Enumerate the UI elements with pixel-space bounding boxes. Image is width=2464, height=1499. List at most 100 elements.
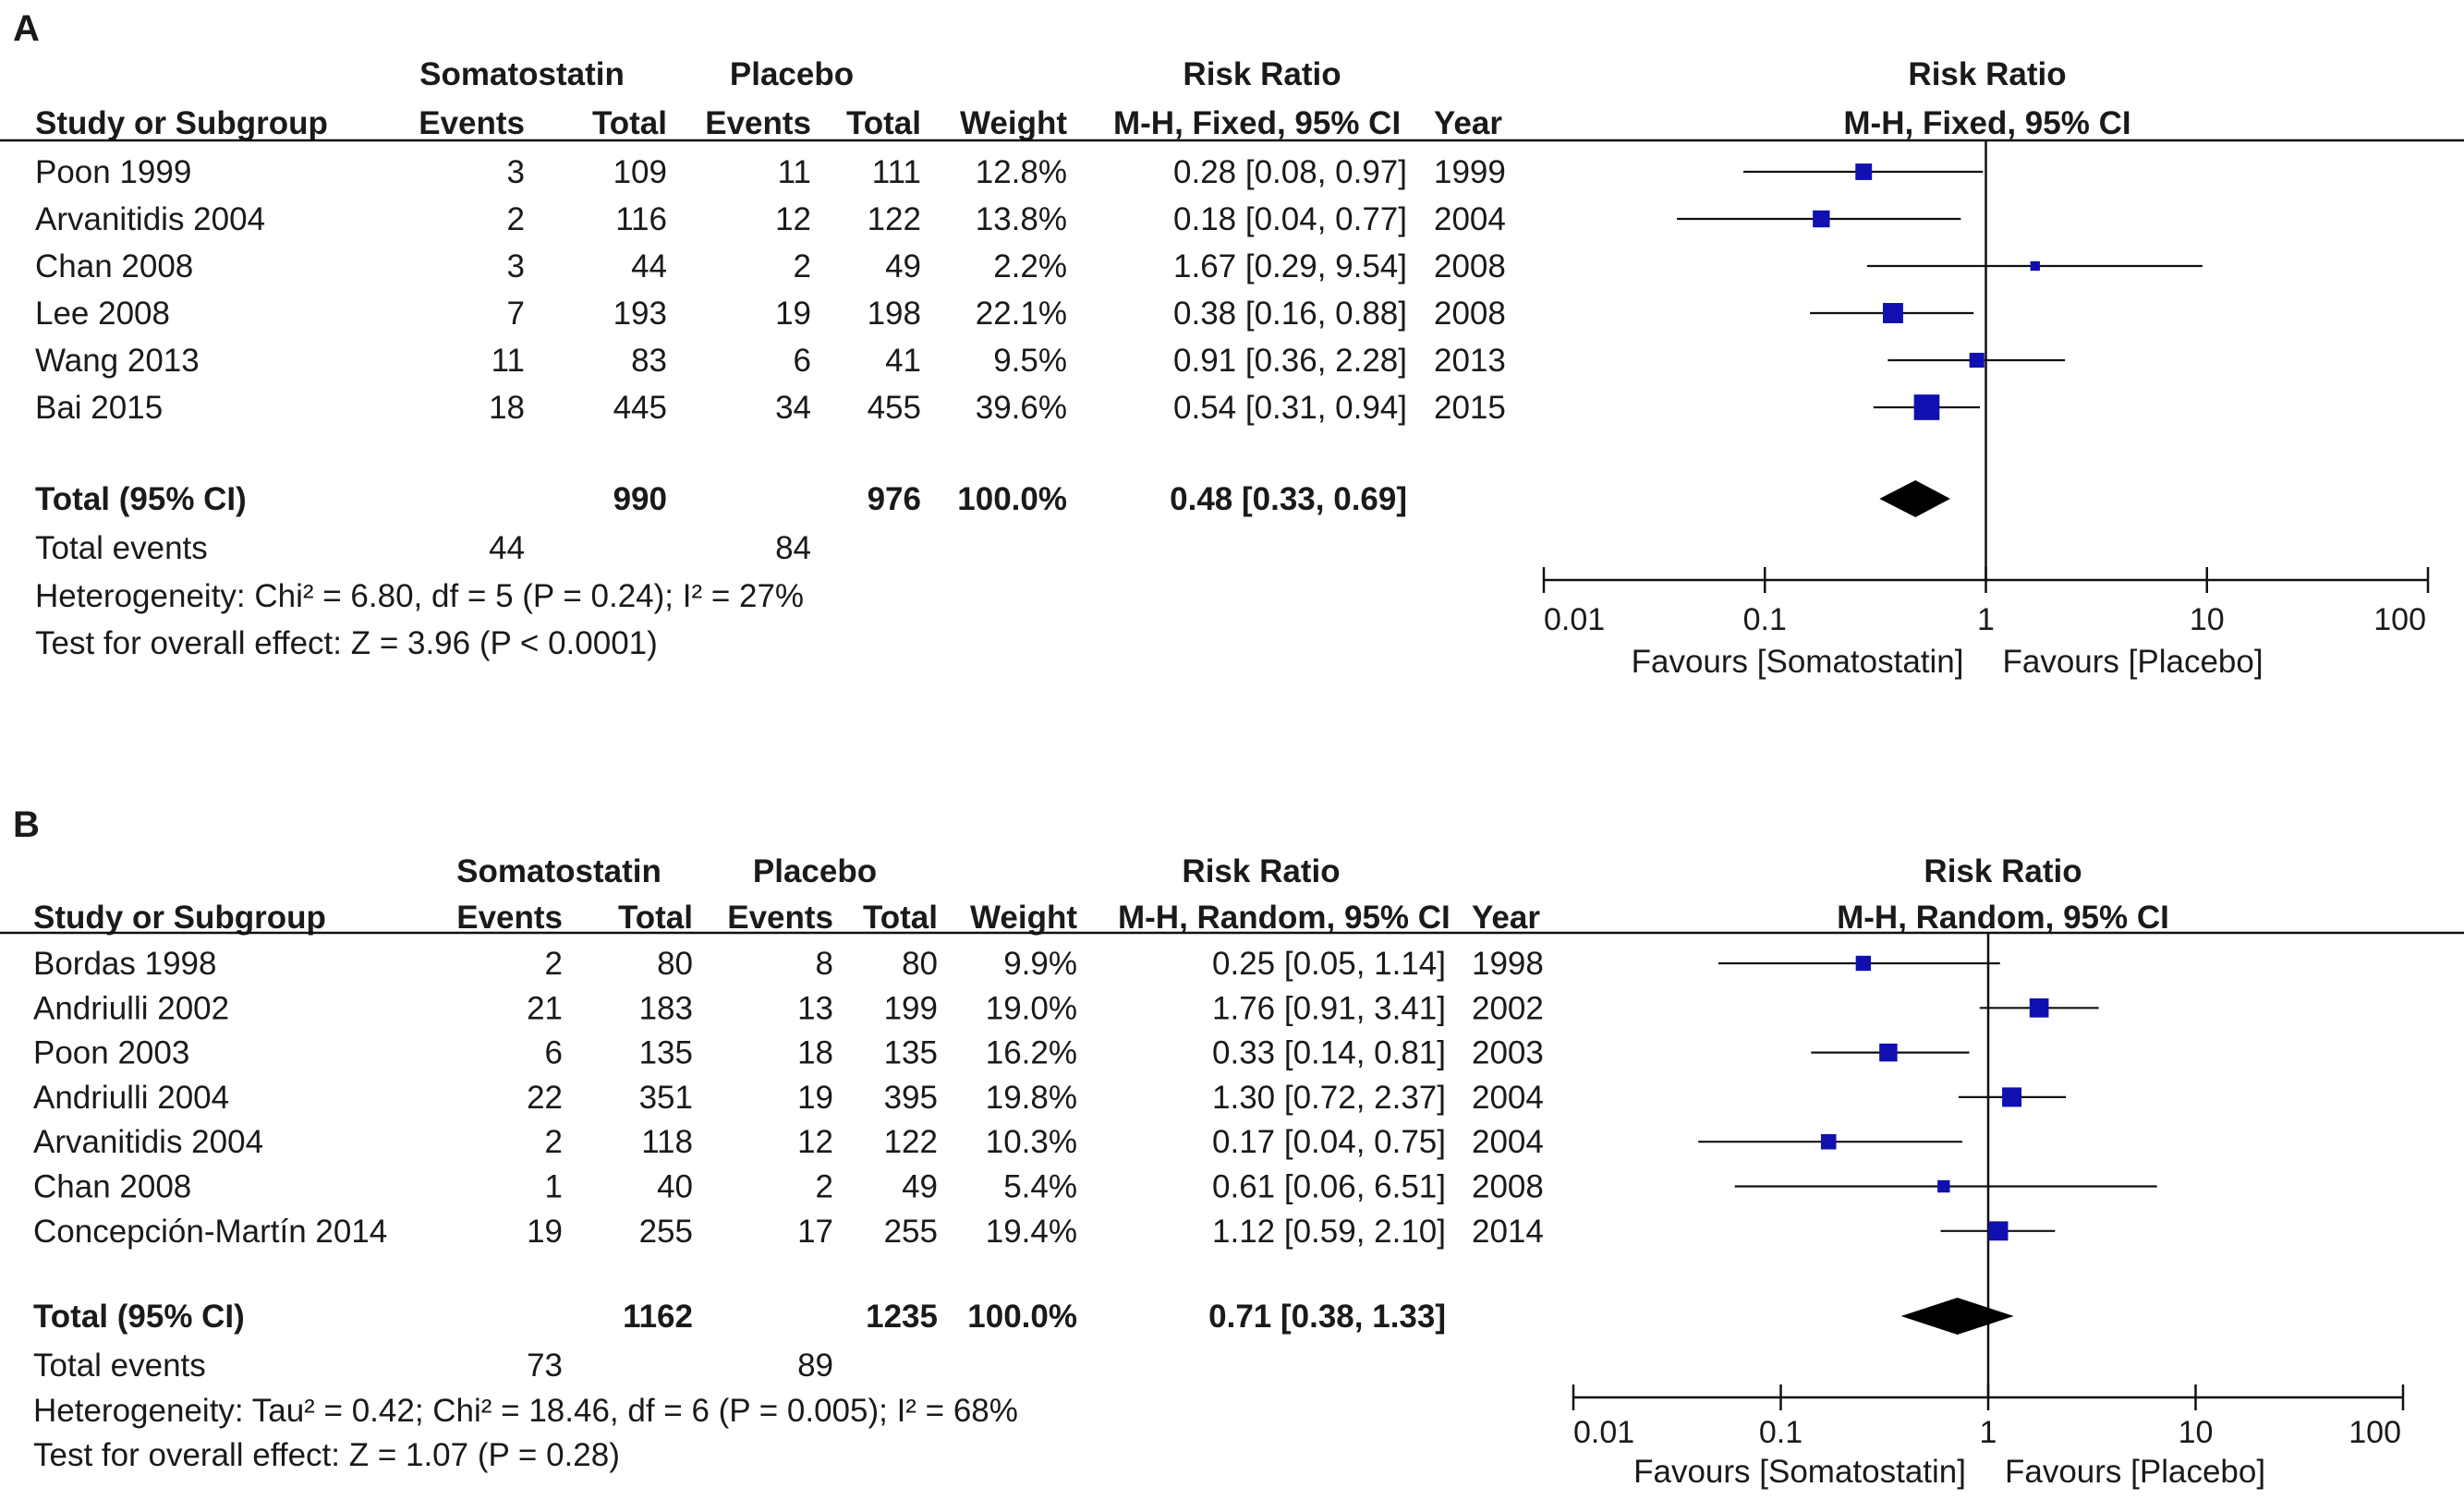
panel-b-row-3-study: Poon 2003 xyxy=(33,1035,189,1071)
panel-a-favours-right: Favours [Placebo] xyxy=(2003,644,2264,680)
panel-a-row-5-exp-total: 83 xyxy=(631,343,667,379)
panel-b-col-ctl-total: Total xyxy=(863,900,938,936)
panel-b-row-7-study: Concepción-Martín 2014 xyxy=(33,1214,387,1250)
panel-b-total-label: Total (95% CI) xyxy=(33,1299,245,1335)
panel-a-total-label: Total (95% CI) xyxy=(35,481,247,517)
panel-a-row-2-study: Arvanitidis 2004 xyxy=(35,201,265,237)
panel-a-group-somatostatin: Somatostatin xyxy=(419,56,625,92)
panel-b-tick-label-0: 0.01 xyxy=(1573,1415,1634,1450)
panel-b-col-year: Year xyxy=(1472,900,1540,936)
panel-a-row-6-exp-events: 18 xyxy=(489,390,525,426)
panel-b-row-2-exp-events: 21 xyxy=(527,990,563,1026)
panel-b-row-2-weight: 19.0% xyxy=(986,990,1077,1026)
panel-b-row-4-exp-events: 22 xyxy=(527,1080,563,1116)
panel-b-label: B xyxy=(13,804,40,845)
panel-b-row-7-ci: 1.12 [0.59, 2.10] xyxy=(1212,1214,1446,1250)
panel-a-row-5-year: 2013 xyxy=(1434,343,1506,379)
panel-b-col-study: Study or Subgroup xyxy=(33,900,326,936)
panel-a-tick-label-2: 1 xyxy=(1977,602,1995,637)
panel-a-row-6-ctl-events: 34 xyxy=(775,390,811,426)
panel-a-row-5-ctl-total: 41 xyxy=(885,343,921,379)
panel-a-row-2-exp-events: 2 xyxy=(507,201,525,237)
panel-b-row-5-year: 2004 xyxy=(1472,1124,1544,1160)
panel-b-total-ctl: 1235 xyxy=(866,1299,938,1335)
panel-a-row-6-weight: 39.6% xyxy=(976,390,1067,426)
panel-a-row-6-study: Bai 2015 xyxy=(35,390,163,426)
panel-a-row-5-exp-events: 11 xyxy=(492,343,525,379)
panel-b-row-3-point xyxy=(1879,1043,1898,1062)
panel-b-row-6-ci: 0.61 [0.06, 6.51] xyxy=(1212,1169,1446,1205)
panel-b-row-4-point xyxy=(2002,1087,2022,1107)
panel-a-tick-label-4: 100 xyxy=(2373,602,2426,637)
panel-a-row-4-exp-total: 193 xyxy=(613,296,667,332)
panel-b-tick-label-3: 10 xyxy=(2179,1415,2214,1450)
panel-b-row-3-year: 2003 xyxy=(1472,1035,1544,1071)
panel-b-plot-title: Risk Ratio xyxy=(1924,853,2082,889)
panel-b-tick-label-2: 1 xyxy=(1980,1415,1997,1450)
panel-a-row-3-ci: 1.67 [0.29, 9.54] xyxy=(1173,248,1407,284)
panel-a-row-3-study: Chan 2008 xyxy=(35,248,193,284)
panel-a-row-1-study: Poon 1999 xyxy=(35,154,191,190)
panel-b-row-4-year: 2004 xyxy=(1472,1080,1544,1116)
panel-b-total-exp: 1162 xyxy=(623,1299,693,1335)
panel-b-row-5-ctl-events: 12 xyxy=(797,1124,833,1160)
panel-b-row-4-study: Andriulli 2004 xyxy=(33,1080,229,1116)
panel-a-row-5-ctl-events: 6 xyxy=(794,343,811,379)
panel-a-total-events-exp: 44 xyxy=(489,530,525,566)
panel-b-col-exp-events: Events xyxy=(456,900,563,936)
panel-a-row-2-weight: 13.8% xyxy=(976,201,1067,237)
panel-b-row-2-ctl-events: 13 xyxy=(797,990,833,1026)
panel-a-col-study: Study or Subgroup xyxy=(35,105,328,141)
panel-b-row-7-ctl-total: 255 xyxy=(884,1214,938,1250)
panel-b-row-4-weight: 19.8% xyxy=(986,1080,1077,1116)
panel-a-row-4-exp-events: 7 xyxy=(507,296,525,332)
panel-b-row-2-year: 2002 xyxy=(1472,990,1544,1026)
panel-b-row-5-ci: 0.17 [0.04, 0.75] xyxy=(1212,1124,1446,1160)
panel-a-row-1-exp-total: 109 xyxy=(613,154,667,190)
panel-a-col-weight: Weight xyxy=(960,105,1067,141)
panel-a-total-events-ctl: 84 xyxy=(775,530,811,566)
panel-a-col-year: Year xyxy=(1434,105,1502,141)
panel-a-row-1-ctl-events: 11 xyxy=(778,154,811,190)
panel-b-row-4-ctl-events: 19 xyxy=(797,1080,833,1116)
panel-b-favours-left: Favours [Somatostatin] xyxy=(1633,1454,1966,1490)
panel-a-col-ctl-events: Events xyxy=(705,105,811,141)
panel-a-row-4-point xyxy=(1883,303,1903,323)
panel-b-group-placebo: Placebo xyxy=(753,853,877,889)
panel-b-row-4-ctl-total: 395 xyxy=(884,1080,938,1116)
panel-a-col-exp-events: Events xyxy=(419,105,525,141)
panel-b-col-method: M-H, Random, 95% CI xyxy=(1118,900,1450,936)
panel-b-group-risk-ratio: Risk Ratio xyxy=(1182,853,1340,889)
panel-b-row-3-ctl-total: 135 xyxy=(884,1035,938,1071)
panel-b-row-6-exp-events: 1 xyxy=(545,1169,563,1205)
panel-a-row-3-ctl-events: 2 xyxy=(794,248,811,284)
panel-a-row-1-ctl-total: 111 xyxy=(872,154,921,190)
panel-b-row-1-exp-total: 80 xyxy=(657,946,693,982)
panel-a-row-6-ctl-total: 455 xyxy=(868,390,921,426)
panel-b-row-1-ci: 0.25 [0.05, 1.14] xyxy=(1212,946,1446,982)
panel-a-col-ctl-total: Total xyxy=(846,105,921,141)
panel-b-row-7-exp-total: 255 xyxy=(639,1214,693,1250)
panel-b-total-weight: 100.0% xyxy=(967,1299,1077,1335)
panel-b-row-3-ci: 0.33 [0.14, 0.81] xyxy=(1212,1035,1446,1071)
panel-a-row-3-exp-total: 44 xyxy=(631,248,667,284)
panel-b-row-2-ci: 1.76 [0.91, 3.41] xyxy=(1212,990,1446,1026)
panel-a-row-3-point xyxy=(2030,260,2040,272)
panel-b-col-exp-total: Total xyxy=(618,900,693,936)
panel-b-col-ctl-events: Events xyxy=(727,900,833,936)
panel-a-total-events-label: Total events xyxy=(35,530,208,566)
panel-a-row-4-ctl-events: 19 xyxy=(775,296,811,332)
panel-b-group-somatostatin: Somatostatin xyxy=(456,853,662,889)
panel-b-row-5-point xyxy=(1820,1133,1837,1150)
panel-a-total-ci: 0.48 [0.33, 0.69] xyxy=(1170,481,1407,517)
panel-a-row-4-study: Lee 2008 xyxy=(35,296,170,332)
panel-b-row-3-weight: 16.2% xyxy=(986,1035,1077,1071)
panel-b-row-1-year: 1998 xyxy=(1472,946,1544,982)
panel-a-row-1-exp-events: 3 xyxy=(507,154,525,190)
panel-a-row-2-ctl-total: 122 xyxy=(868,201,921,237)
panel-a-tick-label-3: 10 xyxy=(2190,602,2225,637)
panel-b-row-6-study: Chan 2008 xyxy=(33,1169,191,1205)
panel-b-row-7-year: 2014 xyxy=(1472,1214,1544,1250)
panel-b-row-6-weight: 5.4% xyxy=(1003,1169,1077,1205)
